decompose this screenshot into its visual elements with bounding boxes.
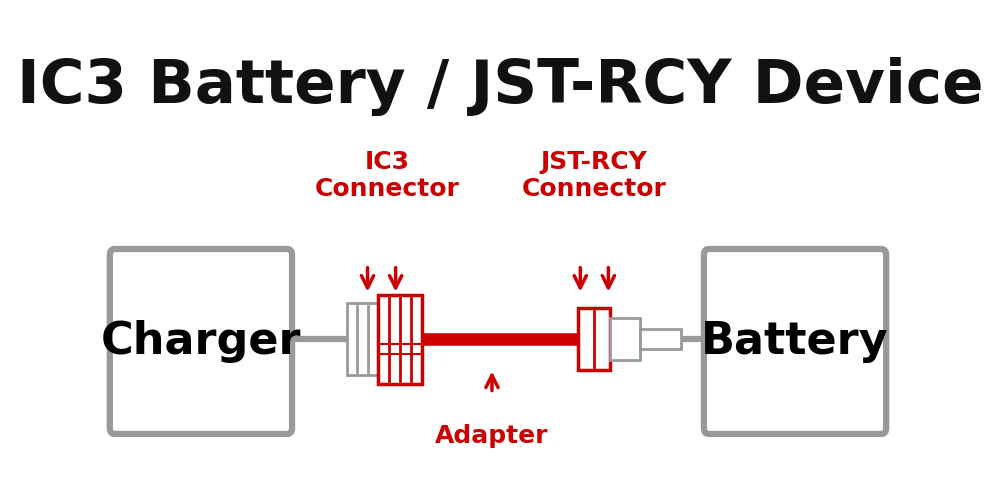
Text: JST-RCY
Connector: JST-RCY Connector (521, 150, 666, 202)
Bar (378, 294, 422, 384)
FancyBboxPatch shape (110, 249, 292, 434)
Text: Charger: Charger (101, 320, 301, 363)
Text: Battery: Battery (701, 320, 889, 363)
Bar (578, 308, 610, 370)
Bar (640, 329, 681, 349)
Text: IC3
Connector: IC3 Connector (315, 150, 460, 202)
Bar (347, 304, 378, 374)
Text: IC3 Battery / JST-RCY Device: IC3 Battery / JST-RCY Device (17, 58, 983, 116)
Bar (610, 318, 640, 360)
Text: Adapter: Adapter (435, 424, 549, 448)
FancyBboxPatch shape (704, 249, 886, 434)
